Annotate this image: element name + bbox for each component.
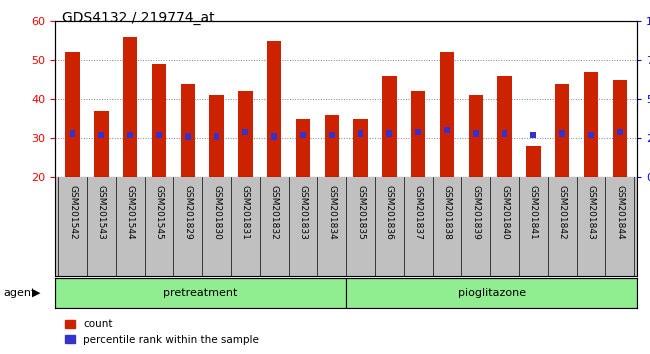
Text: GSM201832: GSM201832 [270, 185, 279, 240]
Text: GSM201831: GSM201831 [241, 185, 250, 240]
Bar [156, 132, 162, 138]
Text: agent: agent [3, 288, 36, 298]
Bar [530, 132, 536, 138]
Bar [94, 111, 109, 177]
Text: GSM201834: GSM201834 [327, 185, 336, 240]
Text: GSM201830: GSM201830 [212, 185, 221, 240]
Bar [555, 84, 569, 177]
Bar [588, 132, 594, 138]
Bar [296, 119, 310, 177]
Bar [382, 76, 396, 177]
Text: GSM201833: GSM201833 [298, 185, 307, 240]
Text: GSM201842: GSM201842 [558, 185, 567, 240]
Bar [415, 129, 421, 135]
Bar [444, 127, 450, 133]
Bar [209, 95, 224, 177]
Bar [473, 130, 478, 137]
Bar [271, 133, 277, 139]
Text: GSM201836: GSM201836 [385, 185, 394, 240]
Bar [469, 95, 483, 177]
Text: pioglitazone: pioglitazone [458, 288, 526, 298]
Bar [584, 72, 598, 177]
Bar [214, 133, 220, 139]
Bar [181, 84, 195, 177]
Bar [346, 278, 637, 308]
Text: GSM201544: GSM201544 [125, 185, 135, 240]
Bar [127, 132, 133, 138]
Bar [300, 132, 306, 138]
Bar [612, 80, 627, 177]
Bar [617, 129, 623, 135]
Bar [98, 132, 104, 138]
Bar [151, 64, 166, 177]
Text: GSM201839: GSM201839 [471, 185, 480, 240]
Bar [185, 133, 190, 139]
Text: GSM201843: GSM201843 [586, 185, 595, 240]
Bar [324, 115, 339, 177]
Bar [559, 130, 565, 137]
Bar [526, 146, 541, 177]
Text: GDS4132 / 219774_at: GDS4132 / 219774_at [62, 11, 214, 25]
Bar [387, 130, 392, 137]
Text: GSM201844: GSM201844 [615, 185, 624, 240]
Text: GSM201837: GSM201837 [413, 185, 423, 240]
Bar [242, 129, 248, 135]
Bar [66, 52, 80, 177]
Text: ▶: ▶ [31, 288, 40, 298]
Bar [358, 130, 363, 137]
Bar [123, 37, 137, 177]
Text: GSM201840: GSM201840 [500, 185, 509, 240]
Text: GSM201543: GSM201543 [97, 185, 106, 240]
Bar [354, 119, 368, 177]
Bar [70, 130, 75, 137]
Bar [502, 130, 508, 137]
Bar [55, 278, 346, 308]
Bar [267, 41, 281, 177]
Text: pretreatment: pretreatment [164, 288, 238, 298]
Text: GSM201542: GSM201542 [68, 185, 77, 240]
Bar [497, 76, 512, 177]
Legend: count, percentile rank within the sample: count, percentile rank within the sample [60, 315, 263, 349]
Bar [439, 52, 454, 177]
Bar [329, 132, 335, 138]
Text: GSM201835: GSM201835 [356, 185, 365, 240]
Text: GSM201829: GSM201829 [183, 185, 192, 240]
Bar [411, 91, 425, 177]
Text: GSM201838: GSM201838 [443, 185, 451, 240]
Text: GSM201545: GSM201545 [155, 185, 163, 240]
Text: GSM201841: GSM201841 [529, 185, 538, 240]
Bar [238, 91, 253, 177]
